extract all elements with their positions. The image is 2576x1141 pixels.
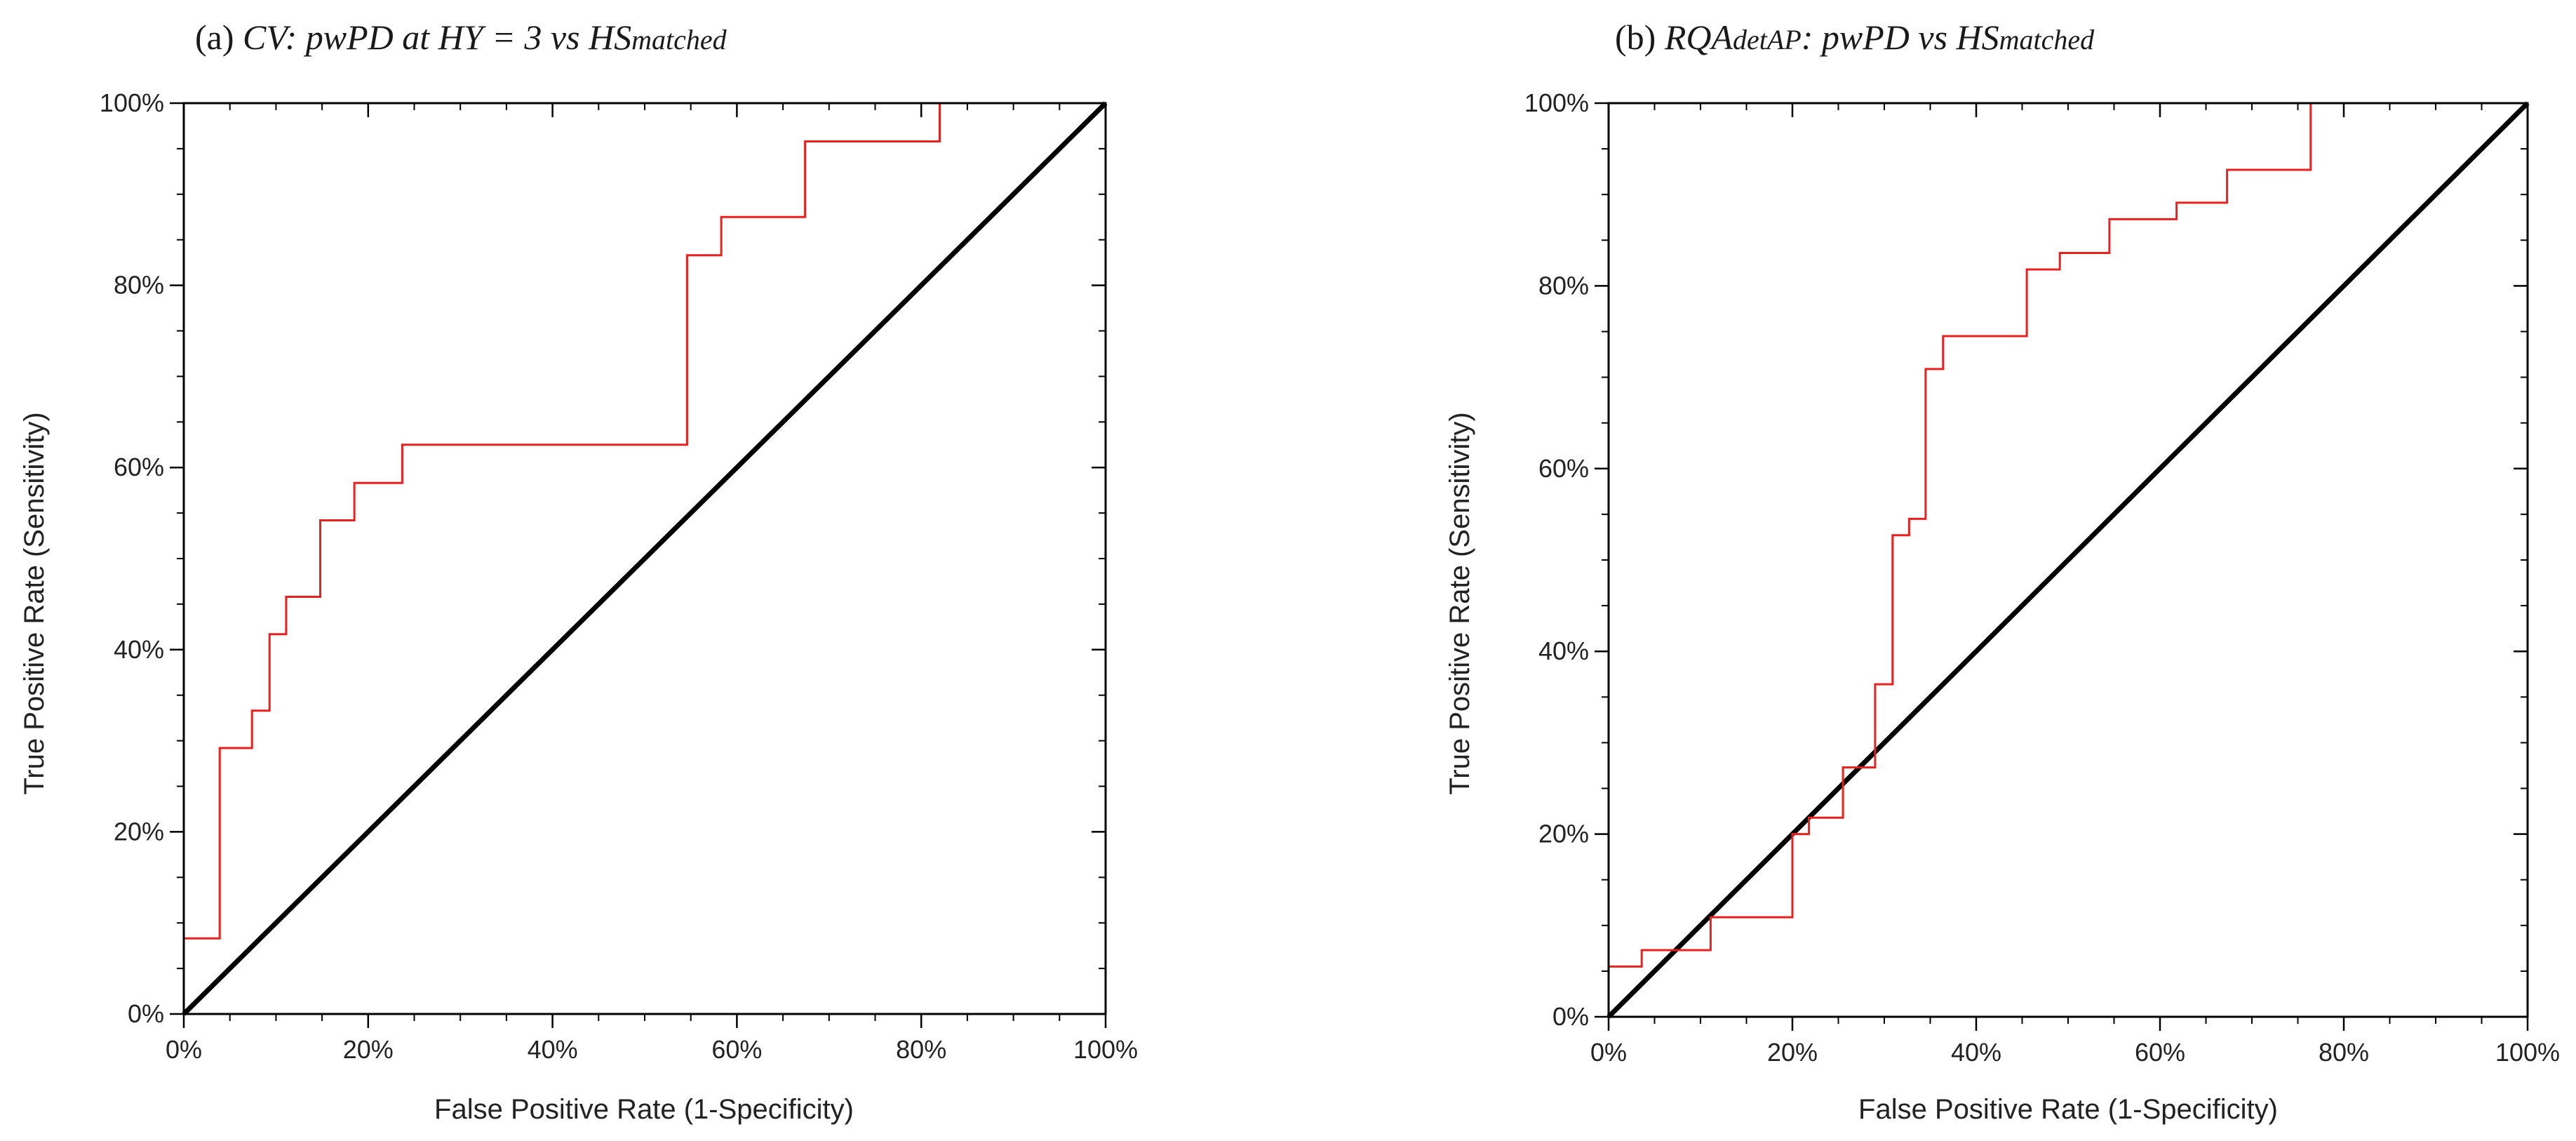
- chart-a-y-tick-label: 60%: [114, 453, 164, 481]
- chart-panel-b: (b) RQAdetAP: pwPD vs HSmatched 0% 20% 40%…: [1444, 18, 2560, 1125]
- chart-b-x-tick-label: 40%: [1951, 1038, 2001, 1067]
- chart-a-x-tick-label: 40%: [528, 1035, 578, 1064]
- chart-b-x-tick-label: 20%: [1767, 1038, 1818, 1067]
- chart-b-x-tick-label: 60%: [2135, 1038, 2185, 1067]
- chart-b-x-tick-label: 80%: [2319, 1038, 2369, 1067]
- chart-a-y-tick-label: 40%: [114, 635, 164, 664]
- chart-b-x-tick-label: 0%: [1590, 1038, 1627, 1067]
- chart-a-x-axis-label: False Positive Rate (1-Specificity): [434, 1094, 854, 1125]
- chart-b-title: (b) RQAdetAP: pwPD vs HSmatched: [1615, 18, 2095, 57]
- chart-a-plot-area: 0% 20% 40% 60% 80% 100% 0% 20% 40% 60% 80% 100%: [100, 88, 1138, 1064]
- chart-b-roc-curve: [1607, 102, 2528, 1017]
- chart-b-plot-area: 0% 20% 40% 60% 80% 100% 0% 20% 40% 60% 80% 100%: [1524, 88, 2560, 1067]
- chart-a-frame: [182, 102, 1107, 1015]
- chart-a-y-tick-label: 20%: [114, 817, 164, 846]
- chart-a-title: (a) CV: pwPD at HY = 3 vs HSmatched: [195, 18, 727, 57]
- chart-b-y-tick-label: 60%: [1538, 454, 1589, 483]
- chart-a-y-axis-label: True Positive Rate (Sensitivity): [19, 412, 50, 794]
- chart-a-x-tick-label: 80%: [896, 1035, 946, 1064]
- chart-b-y-tick-label: 0%: [1552, 1002, 1589, 1031]
- chart-a-x-tick-label: 20%: [343, 1035, 394, 1064]
- chart-a-x-tick-label: 100%: [1073, 1035, 1138, 1064]
- chart-b-x-axis-label: False Positive Rate (1-Specificity): [1858, 1094, 2278, 1125]
- chart-b-y-tick-label: 20%: [1538, 820, 1589, 848]
- chart-a-y-tick-label: 0%: [128, 999, 164, 1028]
- chart-b-y-tick-label: 100%: [1524, 88, 1589, 117]
- chart-a-x-tick-label: 60%: [711, 1035, 762, 1064]
- chart-a-roc-curve: [182, 102, 1106, 1014]
- chart-b-y-axis-label: True Positive Rate (Sensitivity): [1444, 412, 1475, 794]
- chart-b-x-tick-label: 100%: [2495, 1038, 2560, 1067]
- chart-b-frame: [1607, 102, 2529, 1018]
- chart-b-reference-line: [1606, 101, 2530, 1019]
- chart-b-y-tick-label: 80%: [1538, 271, 1589, 300]
- chart-a-y-tick-label: 100%: [100, 88, 164, 117]
- chart-a-y-tick-label: 80%: [114, 271, 164, 300]
- chart-a-reference-line: [182, 101, 1108, 1016]
- chart-b-y-tick-label: 40%: [1538, 636, 1589, 665]
- chart-a-x-tick-label: 0%: [166, 1035, 202, 1064]
- chart-panel-a: (a) CV: pwPD at HY = 3 vs HSmatched 0% 20…: [19, 18, 1138, 1125]
